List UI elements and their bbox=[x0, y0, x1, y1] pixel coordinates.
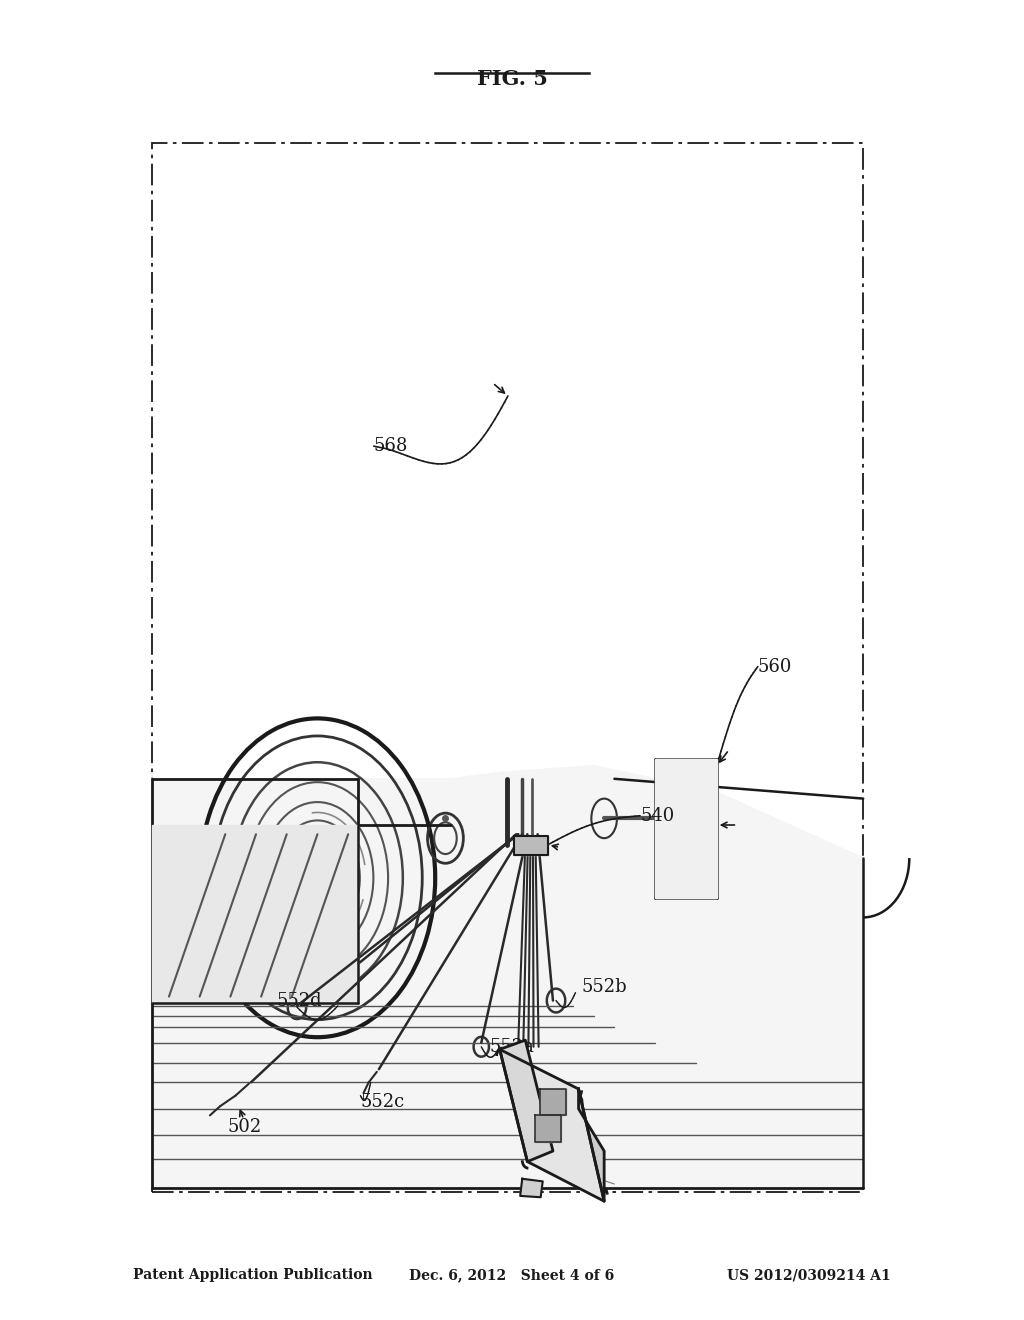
Text: 552d: 552d bbox=[276, 991, 323, 1010]
Bar bbox=[152, 143, 863, 1192]
Polygon shape bbox=[520, 1179, 543, 1197]
Polygon shape bbox=[579, 1089, 604, 1201]
Polygon shape bbox=[535, 1115, 561, 1142]
Text: 560: 560 bbox=[758, 657, 793, 676]
Polygon shape bbox=[152, 825, 358, 1003]
Polygon shape bbox=[500, 1049, 604, 1201]
Text: 552c: 552c bbox=[360, 1093, 404, 1111]
Polygon shape bbox=[655, 759, 717, 898]
Text: Dec. 6, 2012   Sheet 4 of 6: Dec. 6, 2012 Sheet 4 of 6 bbox=[410, 1269, 614, 1282]
Polygon shape bbox=[514, 836, 548, 855]
Text: US 2012/0309214 A1: US 2012/0309214 A1 bbox=[727, 1269, 891, 1282]
Text: Patent Application Publication: Patent Application Publication bbox=[133, 1269, 373, 1282]
Polygon shape bbox=[540, 1089, 566, 1115]
Text: 552a: 552a bbox=[489, 1038, 535, 1056]
Text: 502: 502 bbox=[227, 1118, 261, 1137]
Polygon shape bbox=[152, 766, 863, 1188]
Polygon shape bbox=[500, 1040, 553, 1162]
Text: 552b: 552b bbox=[582, 978, 628, 997]
Text: 568: 568 bbox=[374, 437, 409, 455]
Text: FIG. 5: FIG. 5 bbox=[476, 69, 548, 90]
Text: 540: 540 bbox=[640, 807, 674, 825]
